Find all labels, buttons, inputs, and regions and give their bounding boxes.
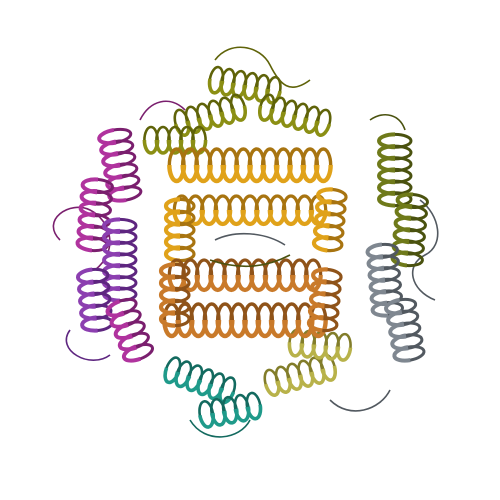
helix-turn-front bbox=[306, 315, 324, 333]
helix-olive-top bbox=[173, 93, 248, 137]
helix-purple bbox=[75, 267, 114, 333]
helix-brown bbox=[167, 258, 323, 293]
loop-magenta bbox=[52, 206, 111, 271]
helix-turn-front bbox=[320, 365, 338, 382]
helix-turn-front bbox=[313, 164, 333, 184]
loop-olive-right bbox=[209, 254, 291, 268]
helix-turn-front bbox=[311, 235, 329, 253]
loop-magenta bbox=[139, 100, 186, 121]
loop-grey bbox=[214, 232, 286, 246]
helix-gold bbox=[163, 197, 196, 263]
helix-turn-front bbox=[265, 88, 282, 105]
loop-teal bbox=[189, 419, 251, 438]
helix-turn-front bbox=[377, 190, 396, 208]
helix-turn-front bbox=[158, 310, 176, 328]
helix-magenta bbox=[75, 177, 114, 253]
helix-turn-front bbox=[230, 105, 248, 122]
loop-grey bbox=[411, 199, 439, 301]
helix-khaki bbox=[263, 353, 338, 397]
helix-turn-front bbox=[370, 300, 389, 318]
loop-olive-top bbox=[214, 46, 311, 88]
helix-grey bbox=[384, 297, 426, 363]
helix-brown bbox=[306, 267, 343, 333]
helix-teal bbox=[198, 391, 263, 429]
helix-khaki bbox=[287, 328, 353, 362]
helix-olive-top bbox=[207, 65, 282, 105]
helix-turn-front bbox=[245, 404, 263, 421]
helix-grey bbox=[365, 242, 404, 318]
helix-olive-top bbox=[257, 93, 332, 137]
helix-turn-front bbox=[75, 235, 94, 253]
helix-gold bbox=[167, 147, 333, 184]
helix-turn-front bbox=[335, 346, 353, 362]
helix-gold bbox=[311, 187, 348, 253]
loop-olive-right bbox=[369, 114, 406, 131]
helix-turn-front bbox=[80, 315, 98, 333]
helix-turn-front bbox=[121, 344, 142, 363]
helix-magenta bbox=[105, 297, 154, 363]
helix-turn-front bbox=[392, 345, 411, 363]
loop-grey bbox=[329, 389, 391, 412]
loop-purple bbox=[65, 329, 111, 361]
helix-turn-front bbox=[314, 120, 332, 137]
helix-brown bbox=[158, 262, 191, 328]
helix-olive-right bbox=[377, 132, 413, 208]
ribbon-layer bbox=[52, 46, 439, 438]
